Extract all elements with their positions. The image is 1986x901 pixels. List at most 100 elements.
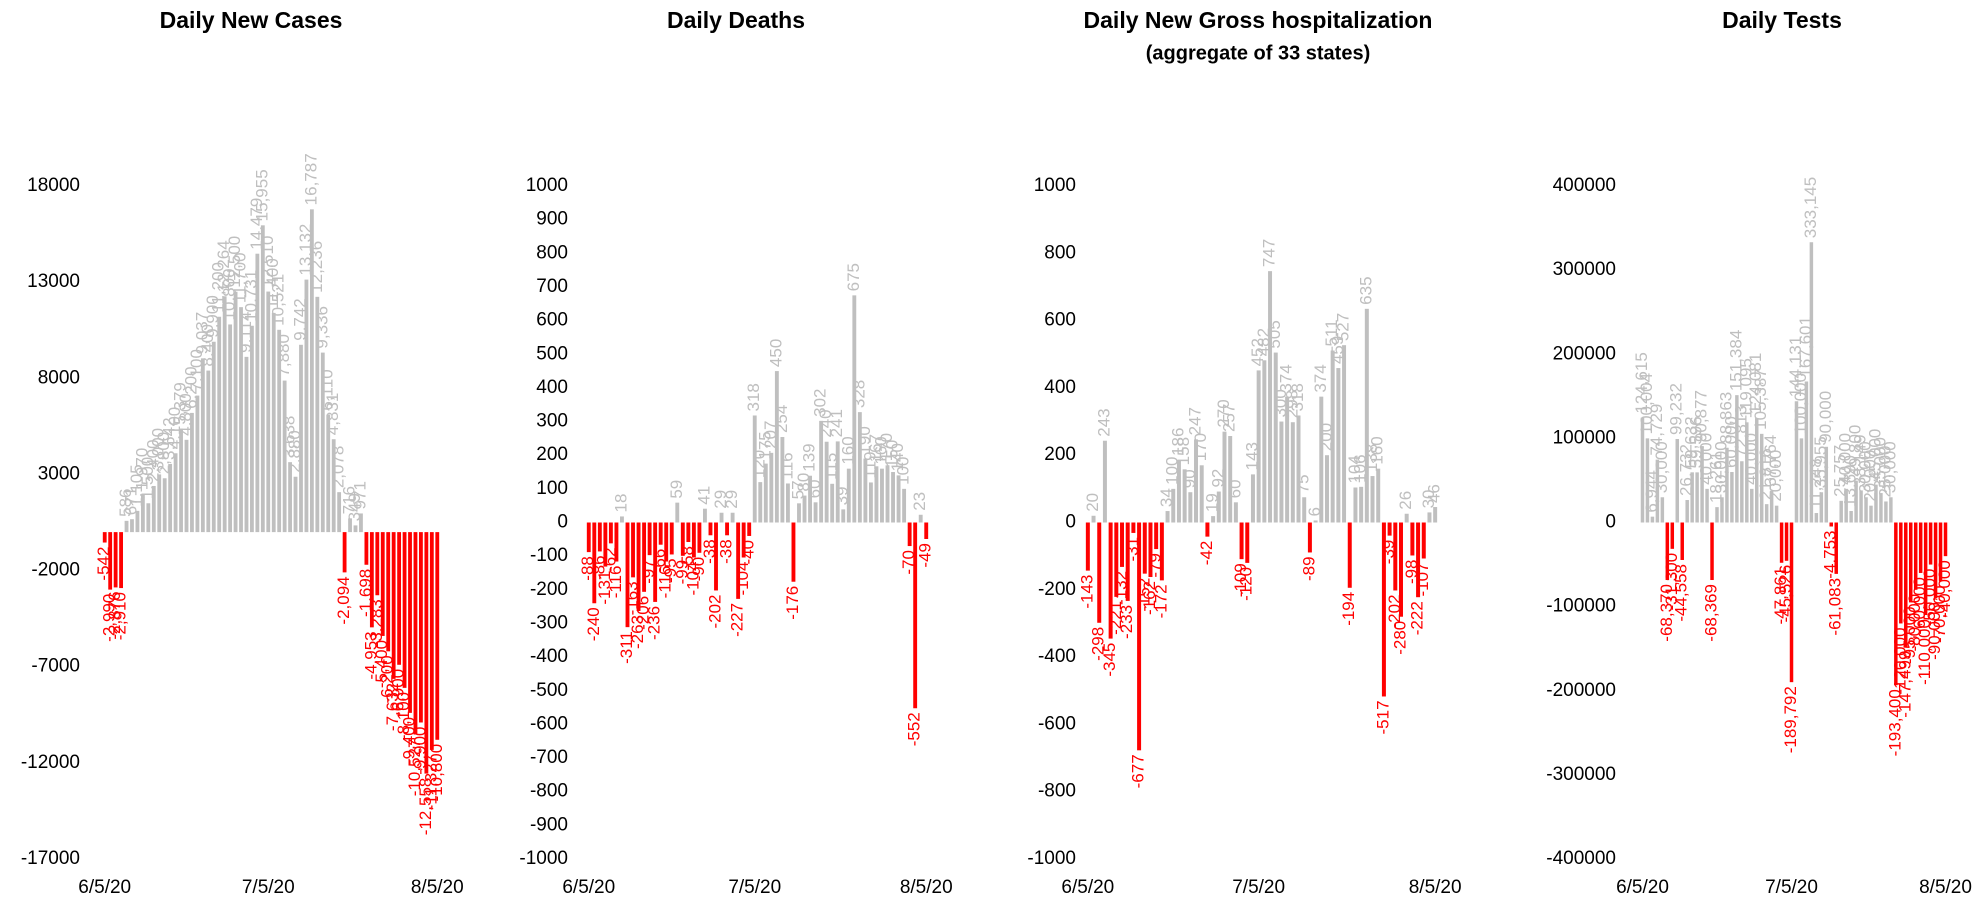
data-label: 635 (1356, 276, 1375, 304)
bar (880, 468, 884, 523)
data-label: -89 (1299, 556, 1318, 581)
bar (342, 532, 347, 573)
data-label: -2,910 (111, 592, 130, 640)
bar (119, 532, 123, 589)
bar (918, 514, 923, 523)
y-tick-label: -7000 (31, 656, 80, 677)
bar (797, 503, 801, 523)
bar (1120, 522, 1125, 567)
y-tick-label: 100000 (1553, 427, 1616, 448)
bar (331, 439, 336, 533)
bar (1764, 504, 1769, 523)
data-label: -10,800 (427, 744, 446, 802)
bar (874, 466, 879, 523)
bar (625, 522, 630, 628)
bar (1307, 522, 1312, 553)
data-label: -95,000 (1900, 606, 1919, 664)
bar (1660, 497, 1665, 523)
bar (1188, 492, 1193, 523)
data-label: -162 (1140, 581, 1159, 615)
bar (380, 532, 385, 636)
bar (653, 522, 658, 602)
data-label: -236 (645, 606, 664, 640)
data-label: 302 (811, 389, 830, 417)
bar (1918, 522, 1923, 573)
data-label: -552 (905, 712, 924, 746)
data-label: 105,387 (1751, 368, 1770, 429)
data-label: 270 (1214, 399, 1233, 427)
data-label: 716 (340, 486, 359, 514)
bar (1784, 522, 1789, 561)
data-label: 2,400 (143, 439, 162, 482)
bar (413, 532, 418, 735)
data-label: 12,236 (307, 241, 326, 293)
bar (1938, 522, 1943, 582)
data-label: -107 (1413, 563, 1432, 597)
data-label: 675 (844, 263, 863, 291)
bar (1245, 522, 1250, 563)
bar (658, 522, 663, 545)
data-label: -120 (1237, 567, 1256, 601)
bar (1839, 500, 1843, 523)
bar (802, 495, 807, 523)
bar (353, 525, 358, 533)
bar (669, 522, 674, 555)
data-label: 11,400 (263, 258, 282, 309)
bar (1211, 516, 1216, 523)
y-tick-label: 1000 (1034, 175, 1076, 196)
bar (1740, 461, 1744, 523)
data-label: 74,729 (1647, 404, 1666, 456)
bar (1779, 522, 1784, 563)
bar (1233, 502, 1238, 523)
bar (1730, 472, 1734, 523)
data-label: -109 (1231, 563, 1250, 597)
x-tick-label: 6/5/20 (78, 877, 131, 898)
bar (102, 532, 107, 543)
bar (769, 452, 774, 523)
data-label: -233 (1117, 605, 1136, 639)
bar (697, 522, 702, 553)
data-label: 3,000 (149, 428, 168, 471)
data-label: 167 (866, 434, 885, 462)
bar (1398, 522, 1403, 617)
data-label: -193,400 (1885, 689, 1904, 756)
y-tick-label: 200 (1044, 444, 1076, 465)
data-label: 30,000 (1880, 441, 1899, 493)
data-label: 12,264 (214, 240, 233, 292)
bar (1279, 421, 1284, 523)
y-tick-label: 200 (536, 444, 568, 465)
bar (1410, 522, 1415, 556)
y-tick-label: 0 (1605, 512, 1616, 533)
bar (157, 474, 162, 533)
data-label: 747 (1260, 239, 1279, 267)
data-label: 9,037 (192, 312, 211, 355)
data-label: -345 (1100, 643, 1119, 677)
bar (282, 380, 287, 533)
y-tick-label: 300000 (1553, 259, 1616, 280)
bar (1228, 436, 1233, 523)
data-label: 6,110 (318, 369, 337, 410)
data-label: -95 (661, 558, 680, 583)
data-label: 75 (1294, 474, 1313, 493)
bar (813, 502, 818, 523)
bar (1097, 522, 1102, 623)
bar (835, 441, 840, 523)
y-tick-label: 8000 (38, 367, 80, 388)
data-label: -227 (728, 603, 747, 637)
data-label: 38,149 (1851, 434, 1870, 486)
y-tick-label: 400 (1044, 377, 1076, 398)
bar (891, 472, 895, 523)
bar (1148, 522, 1153, 578)
data-label: 511 (1322, 319, 1341, 346)
data-label: 138 (1362, 444, 1381, 472)
data-label: 18 (611, 494, 630, 513)
data-label: 175 (755, 431, 774, 459)
data-label: 186 (1168, 428, 1187, 456)
bar (913, 522, 918, 709)
bar (1268, 271, 1273, 523)
bar (397, 532, 402, 665)
bar (1725, 447, 1729, 523)
bar (1814, 513, 1819, 523)
bar (1735, 395, 1739, 523)
y-tick-label: -300 (530, 612, 568, 633)
